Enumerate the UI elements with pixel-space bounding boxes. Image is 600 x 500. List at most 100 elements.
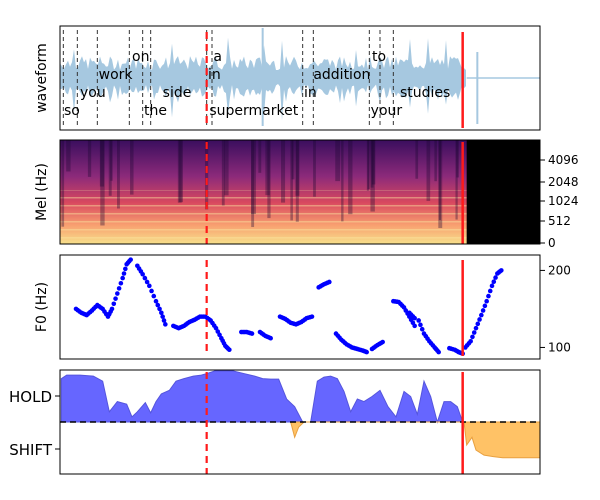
f0-point xyxy=(309,314,315,319)
f0-point xyxy=(153,298,159,304)
f0-point xyxy=(477,317,482,322)
f0-point xyxy=(475,321,481,327)
mel-tick-label: 512 xyxy=(548,214,571,228)
f0-point xyxy=(161,318,167,323)
f0-points xyxy=(73,257,504,356)
mel-column xyxy=(99,140,105,187)
mel-column xyxy=(438,140,443,229)
f0-point xyxy=(142,275,148,281)
f0-point xyxy=(268,335,273,341)
mel-column xyxy=(224,140,229,196)
mel-column xyxy=(66,140,71,172)
mel-column xyxy=(295,140,299,222)
f0-point xyxy=(380,339,385,345)
f0-point xyxy=(149,288,154,294)
f0-point xyxy=(471,330,477,335)
f0-point xyxy=(491,279,497,285)
mel-column xyxy=(426,140,431,201)
f0-point xyxy=(163,322,168,327)
mel-column xyxy=(434,140,437,182)
mel-silence xyxy=(466,140,540,244)
f0-tick-label: 100 xyxy=(548,340,571,354)
mel-column xyxy=(258,140,262,173)
f0-point xyxy=(468,338,473,344)
f0-point xyxy=(160,314,165,319)
mel-tick-label: 0 xyxy=(548,236,556,250)
f0-ylabel: F0 (Hz) xyxy=(34,282,50,332)
f0-point xyxy=(227,347,232,353)
turn-tick-label: HOLD xyxy=(9,388,52,406)
mel-column xyxy=(335,140,341,182)
mel-column xyxy=(455,140,458,220)
waveform-frame xyxy=(59,25,541,131)
f0-point xyxy=(486,293,491,299)
mel-tick-label: 1024 xyxy=(548,194,579,208)
mel-column xyxy=(290,140,293,221)
turn-taking-yaxis: HOLD SHIFT xyxy=(9,388,60,459)
f0-point xyxy=(473,325,479,331)
turn-tick-label: SHIFT xyxy=(9,441,53,459)
mel-column xyxy=(370,140,374,188)
turn-taking-panel: HOLD SHIFT xyxy=(9,369,541,475)
turn-taking-areas xyxy=(60,370,540,474)
word-label: on xyxy=(132,49,149,65)
mel-column xyxy=(267,140,271,219)
mel-column xyxy=(371,140,376,185)
f0-point xyxy=(155,302,161,308)
mel-column xyxy=(61,140,65,227)
f0-point xyxy=(484,298,489,304)
mel-column xyxy=(366,140,369,191)
f0-point xyxy=(157,306,162,312)
word-label: studies xyxy=(400,85,450,101)
mel-column xyxy=(178,140,183,203)
shift-area xyxy=(290,421,540,459)
f0-point xyxy=(487,288,493,294)
f0-point xyxy=(111,301,117,307)
mel-column xyxy=(100,140,105,226)
mel-heatmap xyxy=(60,140,540,244)
f0-point xyxy=(140,271,145,277)
mel-column xyxy=(87,140,92,177)
f0-point xyxy=(436,349,441,355)
mel-column xyxy=(295,140,300,196)
word-label: the xyxy=(144,103,167,119)
mel-column xyxy=(415,140,419,179)
mel-column xyxy=(313,140,316,197)
word-label: to xyxy=(372,49,386,65)
f0-point xyxy=(128,257,133,262)
word-label: side xyxy=(163,85,192,101)
f0-tick-label: 200 xyxy=(548,263,571,277)
word-label: in xyxy=(208,67,221,83)
mel-spectrogram-panel: 0 512 1024 2048 4096 Mel (Hz) xyxy=(34,139,579,250)
mel-column xyxy=(370,140,375,212)
f0-markers xyxy=(205,260,464,356)
f0-point xyxy=(480,308,486,313)
f0-point xyxy=(416,318,421,323)
f0-point xyxy=(109,306,115,312)
f0-point xyxy=(364,349,369,355)
mel-tick-label: 4096 xyxy=(548,153,579,167)
word-label: so xyxy=(64,103,80,119)
f0-point xyxy=(151,293,157,299)
mel-column xyxy=(117,140,120,209)
f0-point xyxy=(419,326,425,332)
mel-column xyxy=(348,140,353,215)
f0-point xyxy=(159,310,164,316)
mel-column xyxy=(108,140,112,196)
mel-column xyxy=(281,140,286,203)
f0-point xyxy=(120,275,125,281)
f0-point xyxy=(249,331,255,336)
mel-tick-label: 2048 xyxy=(548,175,579,189)
mel-column xyxy=(367,140,370,190)
mel-column xyxy=(110,140,113,181)
f0-point xyxy=(147,283,152,289)
mel-column xyxy=(438,140,441,220)
f0-point xyxy=(412,315,417,321)
mel-yaxis: 0 512 1024 2048 4096 xyxy=(540,153,579,250)
f0-point xyxy=(121,271,127,276)
f0-point xyxy=(493,275,498,280)
f0-point xyxy=(123,266,128,272)
f0-point xyxy=(418,322,423,328)
mel-ylabel: Mel (Hz) xyxy=(34,163,50,221)
